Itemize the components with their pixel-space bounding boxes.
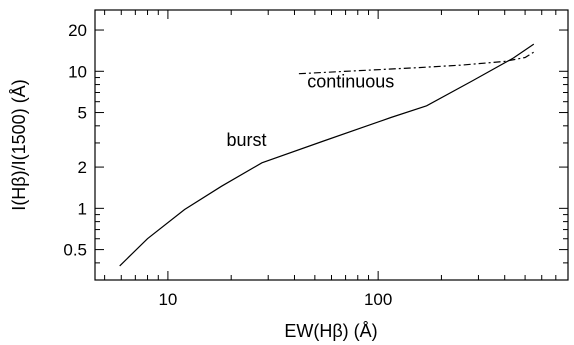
y-axis-label: I(Hβ)/I(1500) (Å) (9, 79, 29, 210)
y-tick-label: 2 (78, 158, 87, 177)
y-tick-label: 5 (78, 104, 87, 123)
y-tick-label: 20 (68, 21, 87, 40)
y-tick-label: 0.5 (63, 241, 87, 260)
series-layer (119, 43, 535, 267)
ticks-layer (95, 10, 569, 281)
annotation-burst: burst (227, 130, 267, 150)
labels-layer: 10 100 0.5 1 2 5 10 20 burst continuous (63, 21, 394, 309)
x-tick-label: 10 (158, 290, 177, 309)
y-tick-label: 1 (78, 199, 87, 218)
series-line-continuous (298, 51, 535, 75)
plot-frame (94, 9, 569, 281)
x-tick-label: 100 (364, 290, 392, 309)
annotation-continuous: continuous (307, 72, 394, 92)
y-tick-label: 10 (68, 62, 87, 81)
series-line-burst (119, 43, 535, 267)
x-axis-label: EW(Hβ) (Å) (284, 321, 377, 341)
